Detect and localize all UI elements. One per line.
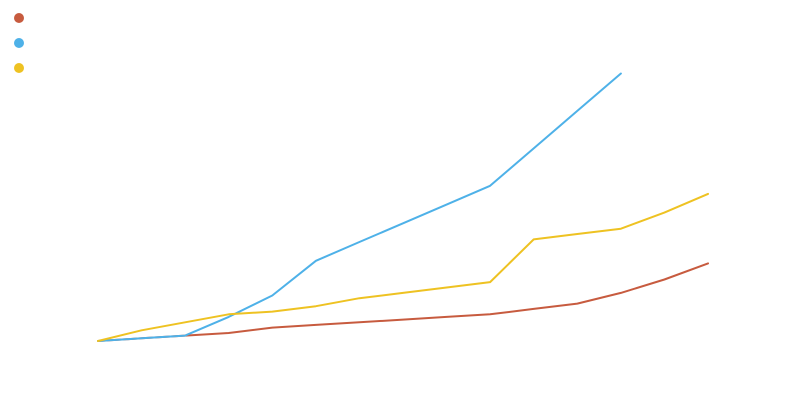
legend-marker-series-3 <box>14 63 24 73</box>
legend-marker-series-2 <box>14 38 24 48</box>
series-line-2[interactable] <box>97 72 622 342</box>
legend-marker-series-1 <box>14 13 24 23</box>
legend-item-series-3[interactable] <box>14 63 32 88</box>
legend-item-series-2[interactable] <box>14 38 32 63</box>
legend-item-series-1[interactable] <box>14 13 32 38</box>
plot-area <box>97 72 709 342</box>
series-line-1[interactable] <box>97 262 709 342</box>
legend <box>14 13 32 88</box>
series-line-3[interactable] <box>97 192 709 342</box>
